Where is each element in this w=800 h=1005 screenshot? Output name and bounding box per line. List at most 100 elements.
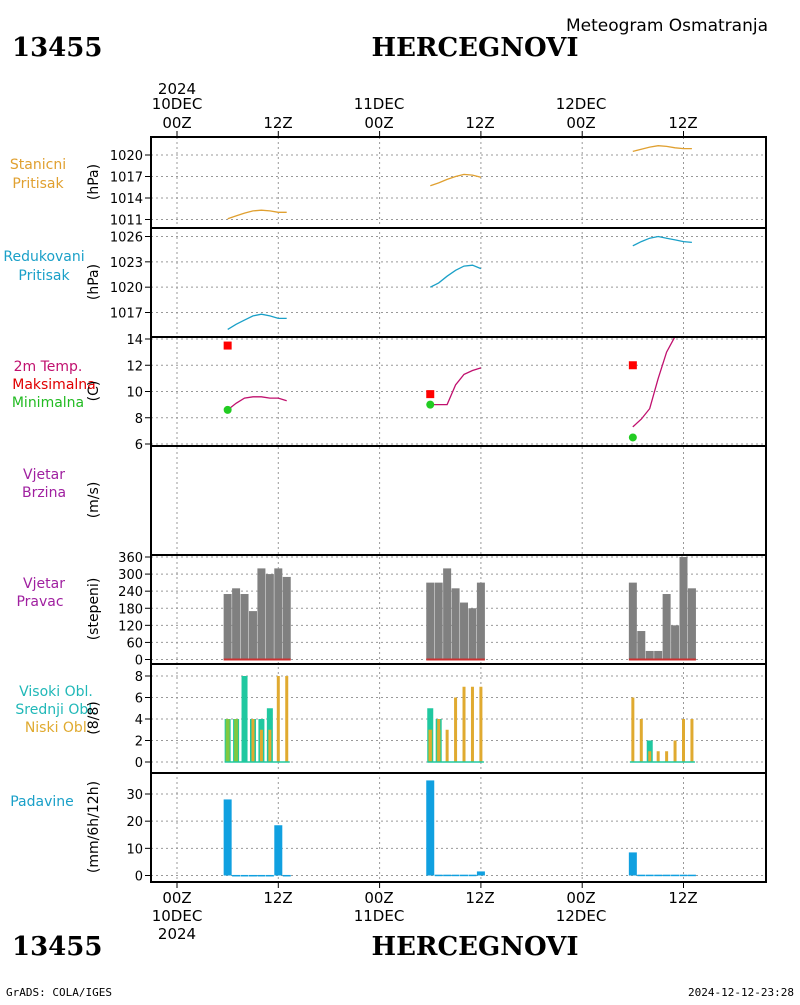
precipitation-bar — [451, 874, 460, 877]
station-id-bottom: 13455 — [12, 932, 102, 962]
y-tick-label: 1017 — [110, 171, 143, 186]
panel4-label-line2: Brzina — [22, 485, 66, 501]
wind-direction-bar — [671, 625, 680, 660]
precipitation-bar — [679, 874, 688, 877]
cloud-low-bar — [428, 729, 432, 762]
panel4-label-line1: Vjetar — [23, 467, 65, 483]
precipitation-bar — [232, 874, 241, 877]
top-hour-12z-11dec: 12Z — [465, 114, 494, 132]
bottom-hour-12z-12dec: 12Z — [668, 889, 697, 907]
panel6-units: (8/8) — [86, 701, 102, 734]
cloud-mid-bar — [234, 719, 239, 762]
y-tick-label: 180 — [118, 602, 143, 617]
temperature-line — [227, 396, 287, 411]
y-tick-label: 8 — [135, 670, 143, 685]
bottom-date-12dec: 12DEC — [556, 907, 607, 925]
precipitation-bar — [426, 780, 435, 876]
bottom-hour-12z-11dec: 12Z — [465, 889, 494, 907]
precipitation-bar — [654, 874, 663, 877]
y-tick-label: 8 — [135, 412, 143, 427]
station-name-top: HERCEGNOVI — [372, 33, 579, 63]
tmax-marker — [426, 390, 435, 399]
cloud-low-bar — [479, 686, 483, 762]
wind-direction-bar — [679, 557, 688, 660]
tmin-marker — [628, 433, 637, 442]
product-title: Meteogram Osmatranja — [566, 16, 768, 36]
precipitation-bar — [434, 874, 443, 877]
panel-frame — [150, 336, 767, 447]
y-tick-label: 12 — [126, 359, 143, 374]
y-tick-label: 30 — [126, 788, 143, 803]
tmin-marker — [426, 400, 435, 409]
precipitation-bar — [476, 871, 485, 876]
y-tick-label: 2 — [135, 735, 143, 750]
cloud-low-bar — [437, 719, 441, 762]
y-tick-label: 14 — [126, 333, 143, 348]
top-hour-00z-10dec: 00Z — [162, 114, 191, 132]
wind-direction-bar — [265, 574, 274, 660]
panel-frames — [150, 136, 767, 883]
top-hour-00z-11dec: 00Z — [364, 114, 393, 132]
temperature-line — [430, 367, 482, 406]
panel6-label-line2: Srednji Obl. — [15, 702, 96, 718]
cloud-low-bar — [454, 697, 458, 762]
panel5-units: (stepeni) — [86, 578, 102, 641]
generation-timestamp: 2024-12-12-23:28 — [688, 986, 794, 999]
cloud-low-bar — [462, 686, 466, 762]
y-tick-label: 120 — [118, 619, 143, 634]
station-pressure-line — [632, 145, 692, 153]
top-date-12dec: 12DEC — [556, 95, 607, 113]
cloud-low-bar — [470, 686, 474, 762]
temperature-lines — [223, 337, 676, 442]
wind-direction-bar — [240, 594, 249, 660]
y-tick-label: 240 — [118, 585, 143, 600]
panel-frame — [150, 136, 767, 229]
wind-direction-bar — [248, 611, 257, 660]
precipitation-bar — [265, 874, 274, 877]
y-tick-label: 1011 — [110, 214, 143, 229]
precipitation-bar — [443, 874, 452, 877]
top-year-label: 2024 — [158, 80, 196, 98]
reduced-pressure-line — [430, 264, 482, 288]
station-pressure-line — [430, 173, 482, 187]
reduced-pressure-lines — [227, 235, 692, 330]
y-tick-label: 300 — [118, 568, 143, 583]
y-tick-label: 1014 — [110, 192, 143, 207]
precipitation-bar — [282, 874, 291, 877]
panel7-units: (mm/6h/12h) — [86, 781, 102, 873]
cloud-high-bar — [241, 676, 248, 762]
precipitation-bar — [468, 874, 477, 877]
y-tick-label: 10 — [126, 842, 143, 857]
cloud-low-bar — [673, 740, 677, 762]
wind-direction-bar — [257, 568, 266, 660]
wind-direction-bar — [662, 594, 671, 660]
wind-direction-bar — [426, 582, 435, 660]
y-tick-label: 20 — [126, 815, 143, 830]
panel1-label-line2: Pritisak — [12, 176, 64, 192]
wind-direction-bar — [628, 582, 637, 660]
y-tick-label: 0 — [135, 870, 143, 885]
precipitation-bar — [662, 874, 671, 877]
top-hour-12z-12dec: 12Z — [668, 114, 697, 132]
bottom-hour-00z-10dec: 00Z — [162, 889, 191, 907]
wind-direction-bar — [476, 582, 485, 660]
wind-direction-bar — [460, 602, 469, 660]
panel6-label-line1: Visoki Obl. — [19, 684, 93, 700]
wind-direction-bar — [443, 568, 452, 660]
cloud-low-bar — [665, 751, 669, 762]
panel4-units: (m/s) — [86, 482, 102, 519]
y-tick-label: 4 — [135, 713, 143, 728]
station-pressure-lines — [227, 145, 692, 220]
cloud-low-bar — [268, 729, 272, 762]
station-name-bottom: HERCEGNOVI — [372, 932, 579, 962]
y-tick-label: 60 — [126, 636, 143, 651]
panel2-label-line2: Pritisak — [18, 268, 70, 284]
y-tick-label: 10 — [126, 386, 143, 401]
top-hour-00z-12dec: 00Z — [566, 114, 595, 132]
panel1-label-line1: Stanicni — [10, 157, 66, 173]
reduced-pressure-line — [632, 235, 692, 247]
precipitation-bar — [460, 874, 469, 877]
y-tick-label: 360 — [118, 551, 143, 566]
